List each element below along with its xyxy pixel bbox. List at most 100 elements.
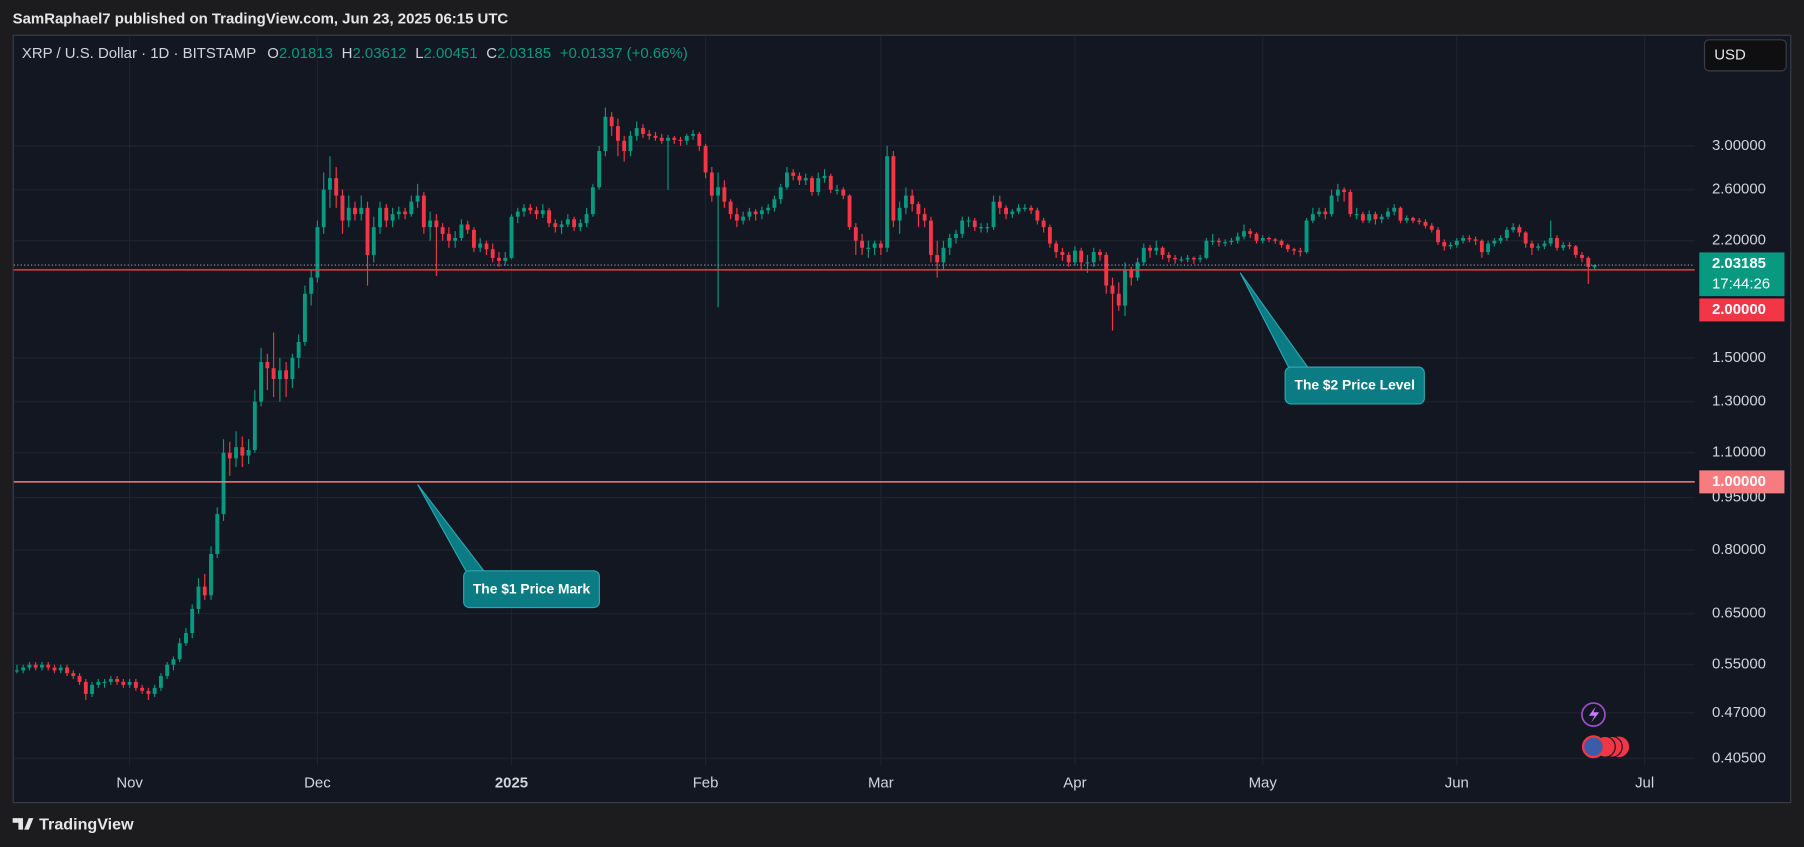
candle-body	[1285, 244, 1290, 250]
candle-body	[465, 224, 470, 230]
candle-body	[922, 214, 927, 221]
candle-body	[1273, 239, 1278, 241]
candle-body	[1160, 247, 1165, 255]
y-tick-label: 0.80000	[1712, 541, 1766, 558]
candle-body	[853, 227, 858, 241]
candle-body	[935, 254, 940, 263]
candle-body	[572, 219, 577, 228]
change: +0.01337 (+0.66%)	[560, 45, 688, 62]
candle-body	[979, 227, 983, 229]
candle-body	[1386, 211, 1390, 217]
candle-body	[1292, 249, 1296, 251]
candle-body	[628, 135, 633, 152]
candle-body	[1223, 242, 1228, 244]
candle-body	[428, 220, 433, 228]
candle-body	[1423, 221, 1428, 226]
candle-body	[1304, 220, 1309, 253]
candle-body	[33, 664, 38, 668]
candle-body	[1185, 257, 1190, 260]
candle-body	[1517, 227, 1522, 233]
candle-body	[1335, 189, 1340, 196]
candle-body	[184, 633, 188, 644]
candle-body	[1529, 243, 1534, 248]
candle-body	[96, 681, 101, 685]
grid	[13, 35, 1695, 766]
candle-body	[259, 361, 264, 402]
candle-body	[716, 187, 721, 196]
candle-body	[58, 667, 63, 671]
candle-body	[547, 210, 552, 224]
candle-body	[1242, 231, 1246, 237]
candle-body	[1010, 211, 1015, 215]
currency-button[interactable]	[1703, 39, 1787, 72]
candle-body	[1392, 207, 1397, 212]
candle-body	[309, 277, 314, 294]
candle-body	[1110, 285, 1115, 294]
candle-body	[866, 247, 871, 249]
candle-body	[1054, 243, 1059, 253]
candle-body	[847, 195, 852, 228]
candle-body	[590, 187, 595, 215]
candle-body	[1367, 214, 1372, 221]
currency[interactable]: USD	[1714, 46, 1746, 63]
countdown: 17:44:26	[1712, 276, 1770, 293]
candle-body	[378, 207, 382, 228]
candle-body	[1498, 237, 1503, 241]
candle-body	[1329, 195, 1334, 215]
brand-name: TradingView	[39, 815, 134, 833]
flag-icon[interactable]	[1581, 735, 1605, 759]
candle-body	[1260, 237, 1265, 241]
candle-body	[1004, 207, 1009, 215]
candle-body	[1573, 246, 1578, 255]
candle-body	[1360, 214, 1365, 221]
open-label: O	[267, 45, 279, 62]
candle-body	[1179, 259, 1184, 261]
candles	[14, 107, 1597, 701]
candle-body	[1191, 257, 1196, 260]
candle-body	[578, 223, 583, 228]
candle-body	[83, 681, 88, 694]
candle-body	[509, 216, 514, 258]
candle-body	[672, 137, 677, 140]
last-price-label: 2.03185	[1712, 255, 1766, 272]
annotation-2: The $2 Price Level	[1239, 272, 1425, 405]
candle-body	[910, 195, 915, 205]
candle-body	[346, 207, 351, 221]
candle-body	[1586, 257, 1591, 267]
close-value: 2.03185	[497, 45, 551, 62]
candle-body	[328, 178, 332, 190]
candle-body	[1436, 229, 1440, 243]
candle-body	[52, 667, 57, 671]
level-label: 1.00000	[1712, 473, 1766, 490]
candle-body	[240, 447, 245, 456]
level-label-box	[1699, 298, 1785, 322]
candle-body	[897, 207, 902, 221]
candle-body	[1479, 240, 1484, 253]
annotation-1: The $1 Price Mark	[417, 484, 600, 609]
candle-body	[584, 214, 589, 224]
candle-body	[1536, 246, 1541, 248]
high-label: H	[342, 45, 353, 62]
x-tick-label: Dec	[304, 775, 331, 792]
candle-body	[1166, 254, 1171, 258]
candle-body	[196, 586, 201, 609]
y-tick-label: 0.65000	[1712, 605, 1766, 622]
candle-body	[252, 401, 257, 450]
candle-body	[872, 243, 877, 248]
brand-logo	[12, 818, 34, 830]
candle-body	[302, 293, 307, 342]
event-icons[interactable]	[1581, 702, 1630, 759]
callout-text: The $1 Price Mark	[473, 581, 591, 596]
candle-body	[759, 210, 764, 215]
candle-body	[334, 178, 339, 196]
candle-body	[741, 216, 746, 221]
candle-body	[265, 361, 270, 369]
callout-text: The $2 Price Level	[1295, 378, 1415, 393]
candle-body	[102, 681, 107, 684]
candle-body	[353, 207, 357, 215]
candle-body	[140, 687, 145, 691]
candle-body	[453, 237, 458, 241]
candle-body	[234, 447, 238, 459]
candle-body	[1373, 214, 1378, 220]
candle-body	[1072, 250, 1077, 263]
